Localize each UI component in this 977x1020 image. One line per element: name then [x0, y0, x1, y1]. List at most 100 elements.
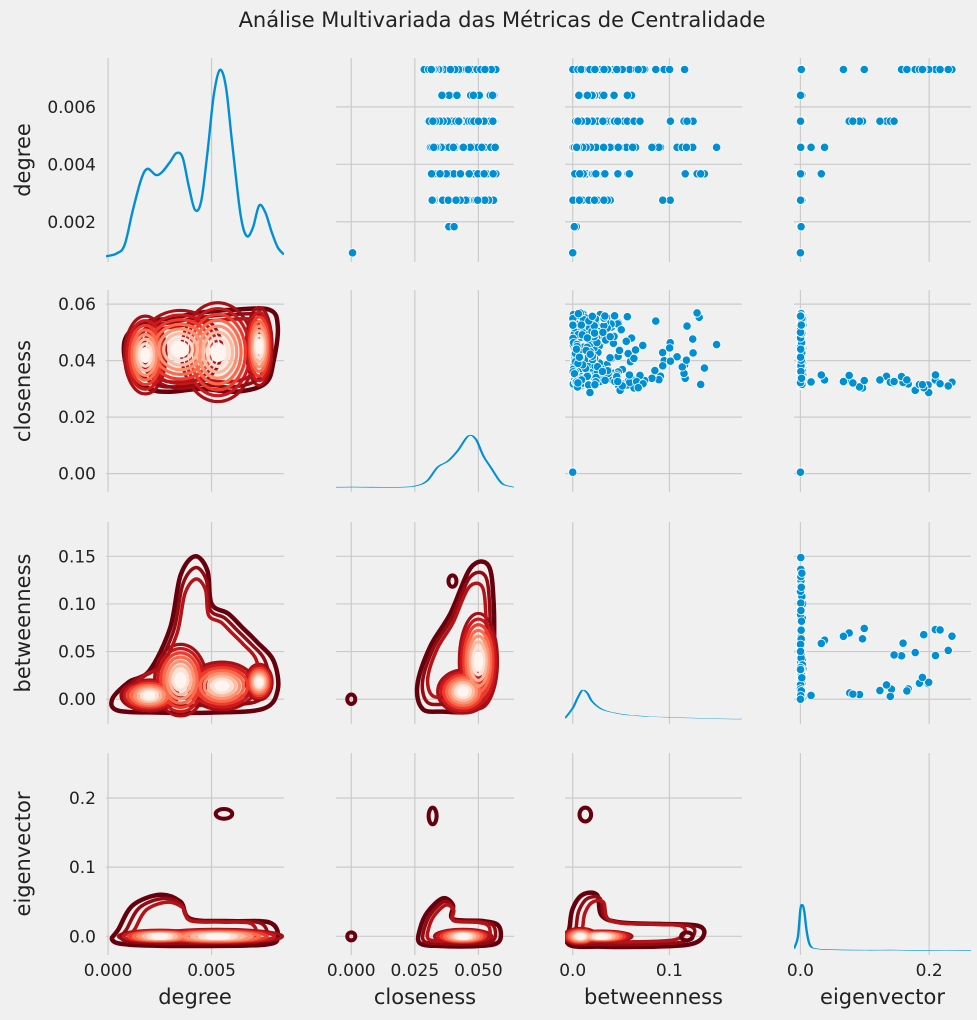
panel-eigenvector-vs-degree: 0.0 0.1 0.2 eigenvector 0.000 0.005 degree — [11, 753, 284, 1009]
scatter-point-248 — [819, 142, 830, 152]
scatter-point-156 — [463, 64, 473, 75]
scatter-point-238 — [480, 64, 490, 75]
kde-island-0 — [213, 807, 235, 821]
kde-contour-8-0 — [457, 686, 470, 697]
kde-contour-5-2 — [165, 659, 196, 701]
scatter-point-241 — [568, 467, 578, 477]
chart-title: Análise Multivariada das Métricas de Cen… — [239, 8, 766, 32]
scatter-point-270 — [590, 64, 600, 75]
panel-degree-vs-closeness — [336, 58, 514, 262]
xtick-label-eigenvector-1: 0.2 — [916, 961, 943, 981]
scatter-point-222 — [443, 195, 453, 205]
scatter-point-100 — [613, 169, 623, 179]
panel-closeness-vs-eigenvector — [794, 290, 971, 492]
scatter-point-155 — [638, 340, 648, 351]
kde-contour-4-0 — [192, 318, 243, 386]
scatter-point-242 — [947, 631, 957, 641]
kde-contour-8-2 — [140, 346, 151, 364]
scatter-point-183 — [613, 142, 623, 152]
scatter-point-248 — [628, 142, 638, 152]
xtick-label-closeness-1: 0.025 — [390, 961, 439, 981]
scatter-point-238 — [796, 64, 806, 75]
scatter-point-187 — [464, 169, 474, 179]
ylabel-betweenness: betweenness — [11, 554, 35, 693]
scatter-point-262 — [889, 376, 899, 387]
scatter-point-256 — [943, 645, 953, 656]
xtick-label-betweenness-0: 0.0 — [559, 961, 586, 981]
scatter-point-212 — [609, 311, 620, 321]
scatter-point-269 — [633, 64, 643, 75]
scatter-point-169 — [621, 336, 631, 346]
kde-contour-8-0 — [210, 342, 226, 363]
xlabel-degree: degree — [158, 985, 232, 1009]
panel-betweenness-vs-closeness — [336, 522, 514, 724]
scatter-point-213 — [479, 169, 489, 179]
scatter-point-234 — [647, 142, 657, 152]
scatter-point-120 — [688, 348, 698, 358]
plot-area — [795, 308, 957, 477]
scatter-point-94 — [651, 64, 661, 75]
kde-contour-6-0 — [201, 330, 235, 374]
kde-contour-8-3 — [255, 338, 263, 355]
scatter-point-256 — [943, 381, 953, 391]
kde-island-1 — [345, 692, 358, 706]
ytick-label-degree-1: 0.004 — [47, 155, 96, 175]
ytick-label-closeness-0: 0.00 — [58, 465, 96, 485]
kde-line-degree — [106, 68, 284, 258]
scatter-point-259 — [816, 169, 826, 179]
kde-contour-7-0 — [210, 677, 234, 695]
scatter-point-256 — [943, 64, 953, 75]
plot-area — [794, 904, 971, 951]
scatter-point-223 — [795, 646, 806, 657]
scatter-point-219 — [699, 363, 710, 373]
scatter-point-270 — [590, 380, 600, 390]
kde-contour-6-0 — [451, 681, 476, 702]
scatter-point-69 — [605, 353, 615, 363]
scatter-point-236 — [795, 352, 806, 362]
kde-contour-8-0 — [576, 932, 585, 940]
panel-eigenvector-vs-betweenness: 0.0 0.1 betweenness — [559, 753, 742, 1009]
scatter-point-266 — [875, 685, 885, 696]
kde-contour-5-1 — [466, 634, 491, 688]
scatter-point-153 — [477, 142, 487, 152]
panel-eigenvector-vs-eigenvector: 0.0 0.2 eigenvector — [787, 753, 971, 1009]
scatter-point-260 — [844, 370, 854, 380]
scatter-point-271 — [848, 378, 858, 388]
xtick-label-closeness-0: 0.000 — [327, 961, 376, 981]
scatter-point-108 — [437, 90, 447, 100]
kde-line-eigenvector — [794, 904, 971, 951]
scatter-point-254 — [854, 382, 865, 392]
scatter-point-259 — [816, 370, 826, 380]
panel-degree-vs-degree: 0.002 0.004 0.006 degree — [11, 58, 284, 262]
scatter-point-207 — [665, 116, 676, 126]
scatter-point-216 — [585, 349, 595, 359]
scatter-point-170 — [487, 90, 498, 100]
scatter-point-210 — [490, 142, 500, 152]
scatter-point-232 — [473, 195, 483, 205]
kde-contour-7-0 — [454, 683, 473, 700]
scatter-point-258 — [896, 651, 907, 661]
plot-area — [568, 308, 722, 477]
xtick-label-degree-1: 0.005 — [187, 961, 236, 981]
plot-area — [109, 554, 281, 718]
scatter-point-270 — [917, 380, 928, 390]
scatter-point-236 — [451, 195, 461, 205]
kde-contour-4-1 — [464, 628, 493, 694]
scatter-point-109 — [665, 343, 675, 353]
scatter-point-155 — [796, 625, 806, 635]
ytick-label-betweenness-1: 0.05 — [58, 643, 96, 663]
scatter-point-264 — [838, 64, 849, 75]
ytick-label-closeness-3: 0.06 — [58, 295, 96, 315]
scatter-point-270 — [426, 64, 436, 75]
scatter-point-241 — [795, 467, 806, 477]
scatter-point-221 — [658, 348, 668, 358]
scatter-point-261 — [902, 64, 912, 75]
scatter-point-268 — [585, 387, 595, 398]
xtick-label-closeness-2: 0.050 — [454, 961, 503, 981]
scatter-point-262 — [613, 376, 623, 387]
scatter-point-259 — [624, 370, 635, 380]
scatter-point-234 — [796, 616, 807, 626]
scatter-point-259 — [435, 169, 445, 179]
scatter-point-228 — [426, 169, 437, 179]
kde-contour-8-1 — [143, 691, 156, 700]
